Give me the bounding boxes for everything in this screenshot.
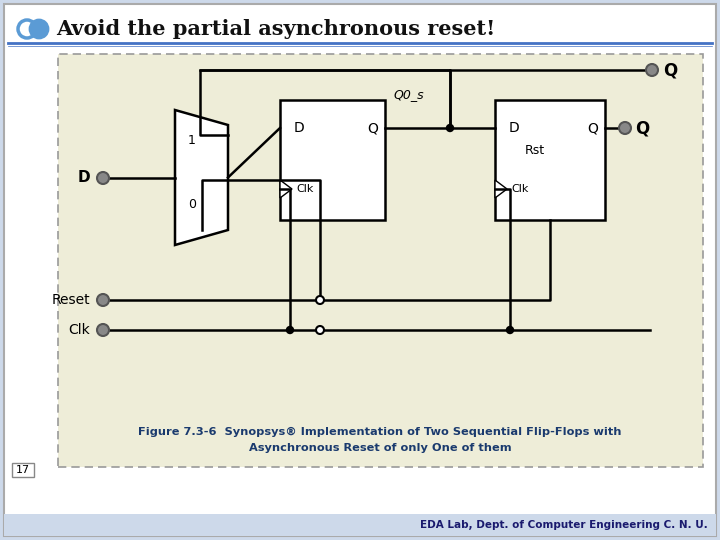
Text: Q0_s: Q0_s (393, 89, 423, 102)
Polygon shape (495, 180, 507, 198)
Text: D: D (77, 171, 90, 186)
FancyBboxPatch shape (495, 100, 605, 220)
Text: Q: Q (367, 121, 378, 135)
Circle shape (316, 326, 324, 334)
Circle shape (646, 64, 658, 76)
Circle shape (506, 327, 513, 334)
Text: 17: 17 (16, 465, 30, 475)
Text: D: D (294, 121, 305, 135)
Circle shape (619, 122, 631, 134)
Text: Clk: Clk (68, 323, 90, 337)
Text: Q: Q (587, 121, 598, 135)
Text: 1: 1 (188, 133, 196, 146)
Text: D: D (509, 121, 520, 135)
Text: EDA Lab, Dept. of Computer Engineering C. N. U.: EDA Lab, Dept. of Computer Engineering C… (420, 520, 708, 530)
FancyBboxPatch shape (4, 4, 716, 536)
Circle shape (446, 125, 454, 132)
Circle shape (30, 20, 48, 38)
FancyBboxPatch shape (4, 514, 716, 536)
FancyBboxPatch shape (58, 54, 703, 467)
Text: Clk: Clk (296, 184, 313, 194)
Text: Clk: Clk (511, 184, 528, 194)
Circle shape (316, 296, 324, 304)
Text: Figure 7.3-6  Synopsys® Implementation of Two Sequential Flip-Flops with: Figure 7.3-6 Synopsys® Implementation of… (138, 427, 622, 437)
Text: 0: 0 (188, 199, 196, 212)
Text: Reset: Reset (51, 293, 90, 307)
Circle shape (287, 327, 294, 334)
Text: Rst: Rst (525, 144, 545, 157)
Polygon shape (280, 180, 292, 198)
Circle shape (97, 324, 109, 336)
Text: Avoid the partial asynchronous reset!: Avoid the partial asynchronous reset! (56, 19, 495, 39)
Circle shape (97, 294, 109, 306)
FancyBboxPatch shape (12, 463, 34, 477)
Text: Q: Q (635, 119, 649, 137)
Text: Q: Q (663, 61, 678, 79)
Circle shape (97, 172, 109, 184)
FancyBboxPatch shape (280, 100, 385, 220)
Polygon shape (175, 110, 228, 245)
Text: Asynchronous Reset of only One of them: Asynchronous Reset of only One of them (248, 443, 511, 453)
